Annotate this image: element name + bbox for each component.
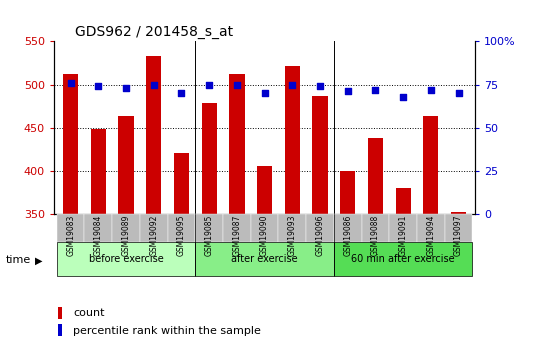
Bar xyxy=(251,214,279,242)
Bar xyxy=(140,214,167,242)
Bar xyxy=(362,214,389,242)
Text: GSM19097: GSM19097 xyxy=(454,215,463,256)
Bar xyxy=(195,214,223,242)
Point xyxy=(260,90,269,96)
Text: before exercise: before exercise xyxy=(89,254,164,264)
Bar xyxy=(306,214,334,242)
Text: GDS962 / 201458_s_at: GDS962 / 201458_s_at xyxy=(75,25,233,39)
Text: GSM19088: GSM19088 xyxy=(371,215,380,256)
Bar xyxy=(57,242,195,276)
Bar xyxy=(334,242,472,276)
Point xyxy=(150,82,158,87)
Text: GSM19092: GSM19092 xyxy=(149,215,158,256)
Bar xyxy=(389,214,417,242)
Text: GSM19090: GSM19090 xyxy=(260,215,269,256)
Point xyxy=(66,80,75,86)
Text: after exercise: after exercise xyxy=(231,254,298,264)
Bar xyxy=(223,214,251,242)
Bar xyxy=(57,214,84,242)
Text: GSM19095: GSM19095 xyxy=(177,215,186,256)
Text: ▶: ▶ xyxy=(35,256,43,265)
Text: GSM19084: GSM19084 xyxy=(94,215,103,256)
Bar xyxy=(58,307,62,319)
Bar xyxy=(395,188,411,214)
Bar xyxy=(313,96,328,214)
Text: GSM19086: GSM19086 xyxy=(343,215,352,256)
Bar xyxy=(423,116,438,214)
Bar xyxy=(84,214,112,242)
Text: GSM19085: GSM19085 xyxy=(205,215,214,256)
Point xyxy=(288,82,296,87)
Text: GSM19083: GSM19083 xyxy=(66,215,75,256)
Bar xyxy=(201,104,217,214)
Point xyxy=(177,90,186,96)
Bar xyxy=(118,116,134,214)
Point xyxy=(205,82,213,87)
Point xyxy=(427,87,435,92)
Text: GSM19093: GSM19093 xyxy=(288,215,297,256)
Bar xyxy=(445,214,472,242)
Point xyxy=(399,94,408,99)
Point xyxy=(316,83,325,89)
Bar xyxy=(174,152,189,214)
Bar xyxy=(91,128,106,214)
Bar xyxy=(112,214,140,242)
Bar xyxy=(146,56,161,214)
Point xyxy=(371,87,380,92)
Text: count: count xyxy=(73,308,104,318)
Point xyxy=(122,85,130,91)
Text: GSM19096: GSM19096 xyxy=(315,215,325,256)
Bar xyxy=(368,138,383,214)
Bar xyxy=(63,74,78,214)
Bar xyxy=(257,166,272,214)
Bar xyxy=(417,214,445,242)
Text: GSM19089: GSM19089 xyxy=(122,215,131,256)
Point xyxy=(454,90,463,96)
Text: GSM19087: GSM19087 xyxy=(232,215,241,256)
Bar xyxy=(451,212,466,214)
Bar xyxy=(230,74,245,214)
Text: percentile rank within the sample: percentile rank within the sample xyxy=(73,326,261,335)
Point xyxy=(94,83,103,89)
Bar xyxy=(279,214,306,242)
Text: GSM19094: GSM19094 xyxy=(427,215,435,256)
Bar xyxy=(195,242,334,276)
Text: time: time xyxy=(5,256,31,265)
Text: GSM19091: GSM19091 xyxy=(399,215,408,256)
Bar xyxy=(58,324,62,336)
Text: 60 min after exercise: 60 min after exercise xyxy=(352,254,455,264)
Bar xyxy=(340,171,355,214)
Point xyxy=(343,89,352,94)
Bar xyxy=(285,66,300,214)
Bar xyxy=(334,214,362,242)
Bar xyxy=(167,214,195,242)
Point xyxy=(233,82,241,87)
